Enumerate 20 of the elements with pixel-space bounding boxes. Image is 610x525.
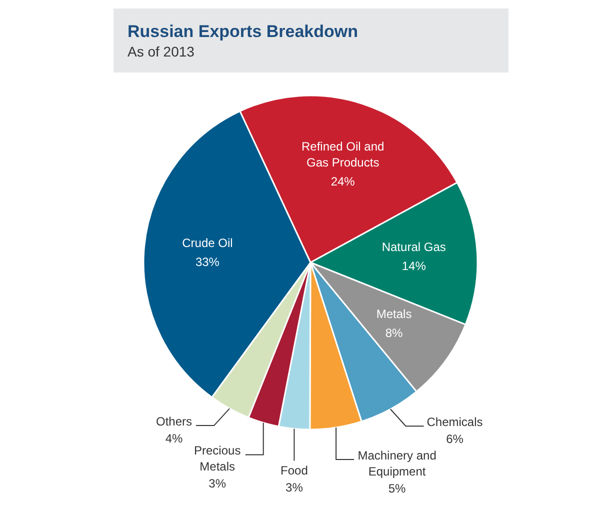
data-label: 24%: [330, 174, 356, 189]
data-label: 3%: [208, 476, 226, 491]
slice-label: Chemicals: [426, 415, 483, 430]
data-label: 8%: [385, 326, 404, 340]
data-label: 3%: [286, 480, 304, 495]
data-label: 6%: [446, 432, 464, 446]
slice-label: Machinery and Equipment: [358, 448, 436, 479]
slice-label: Natural Gas: [382, 240, 446, 254]
data-label: 33%: [195, 254, 220, 269]
data-label: 4%: [165, 432, 184, 446]
chart-title: Russian Exports Breakdown: [128, 22, 358, 41]
slice-label: Crude Oil: [182, 236, 233, 250]
data-label: 14%: [402, 258, 426, 273]
chart-subtitle: As of 2013: [128, 44, 195, 60]
slice-label: Precious Metals: [194, 444, 241, 474]
slice-label: Metals: [376, 307, 412, 322]
slice-label: Food: [280, 464, 308, 478]
slice-label: Others: [156, 414, 192, 429]
slice-label: Refined Oil and Gas Products: [301, 140, 384, 170]
data-label: 5%: [388, 482, 406, 496]
